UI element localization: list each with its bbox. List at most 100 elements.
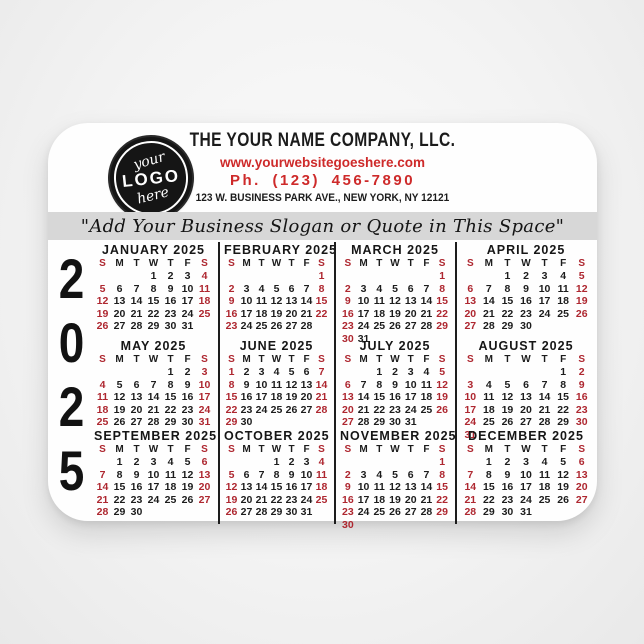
dow-label: M: [484, 444, 494, 455]
dow-label: F: [560, 258, 567, 269]
day-cell: 15: [436, 481, 448, 493]
month-title: MARCH 2025: [351, 243, 439, 257]
day-cell: 30: [130, 506, 143, 518]
month-days: 1 2 3 4 5 6 7 8 9 10 11 12 13 14 15 16 17 18 19 20 21 22 23 24 2…: [94, 270, 213, 333]
day-cell: 16: [520, 295, 532, 307]
day-cell: 11: [557, 282, 569, 295]
day-cell: 7: [150, 378, 157, 391]
day-cell: 10: [255, 378, 268, 391]
day-cell: 1: [167, 366, 174, 378]
day-cell: 10: [181, 282, 194, 295]
dow-label: T: [407, 354, 414, 365]
day-cell: 17: [255, 391, 268, 403]
day-cell: 16: [130, 481, 143, 493]
day-cell: 12: [501, 391, 514, 403]
dow-label: S: [228, 258, 235, 269]
day-cell: 6: [288, 282, 295, 295]
day-cell: 6: [344, 378, 351, 391]
day-cell: 7: [318, 366, 325, 378]
dow-label: F: [423, 354, 430, 365]
day-cell: 21: [538, 403, 551, 416]
day-cell: 23: [389, 403, 401, 416]
day-cell: 19: [96, 307, 109, 320]
street-address: 123 W. BUSINESS PARK AVE., NEW YORK, NY …: [195, 192, 450, 204]
month-days: 1 2 3 4 5 6 7 8 9 10 11 12 13 14 15 16 17 18 19 20 21 22 23 24 2…: [94, 366, 213, 429]
day-cell: 30: [520, 320, 532, 332]
dow-label: S: [228, 354, 235, 365]
dow-label: W: [148, 354, 159, 365]
day-cell: 16: [342, 493, 354, 506]
day-cell: 16: [225, 307, 238, 320]
day-cell: 14: [357, 391, 370, 403]
day-cell: 17: [464, 403, 477, 416]
day-cell: 13: [575, 468, 588, 481]
day-cell: 5: [392, 282, 398, 295]
dow-label: S: [344, 354, 352, 365]
month-march: MARCH 2025 S M T W T F S 1 2 3 4 5 6 7 8 9 10 11 12 13 14 15 16…: [334, 242, 455, 345]
day-cell: 18: [420, 391, 433, 403]
day-cell: 17: [198, 391, 211, 403]
day-cell: 14: [147, 391, 160, 403]
day-cell: 28: [357, 416, 370, 428]
day-cell: 2: [133, 456, 140, 468]
day-cell: 28: [315, 403, 328, 416]
day-cell: 22: [436, 307, 448, 320]
day-cell: 30: [501, 506, 514, 518]
dow-label: T: [504, 258, 511, 269]
day-cell: 11: [164, 468, 177, 481]
day-cell: 27: [285, 320, 298, 332]
day-cell: 22: [164, 403, 177, 416]
dow-label: S: [318, 258, 325, 269]
day-cell: 20: [198, 481, 211, 493]
day-cell: 12: [225, 481, 238, 493]
day-cell: 14: [255, 481, 268, 493]
day-cell: 1: [273, 456, 280, 468]
day-cell: 5: [184, 456, 191, 468]
day-cell: 28: [420, 320, 433, 332]
day-cell: 11: [539, 468, 551, 481]
day-cell: 12: [270, 295, 283, 307]
day-cell: 11: [96, 391, 109, 403]
day-cell: 18: [557, 295, 569, 307]
day-cell: 26: [181, 493, 194, 506]
day-cell: 10: [404, 378, 417, 391]
dow-label: S: [578, 354, 586, 365]
month-january: JANUARY 2025 S M T W T F S 1 2 3 4 5 6 7 8 9 10 11 12 13 14 15…: [90, 242, 218, 338]
day-cell: 3: [360, 282, 367, 295]
dow-label: M: [242, 258, 251, 269]
dow-label: W: [271, 444, 282, 455]
day-cell: 22: [373, 403, 386, 416]
day-cell: 13: [198, 468, 211, 481]
month-september: SEPTEMBER 2025 S M T W T F S 1 2 3 4 5 6 7 8 9 10 11 12 13 14…: [90, 428, 218, 524]
day-cell: 21: [255, 493, 268, 506]
day-cell: 3: [150, 456, 157, 468]
dow-label: F: [184, 258, 191, 269]
day-cell: 5: [116, 378, 123, 391]
day-cell: 1: [228, 366, 235, 378]
day-cell: 7: [423, 468, 430, 481]
day-cell: 7: [360, 378, 367, 391]
day-cell: 31: [198, 416, 211, 428]
day-cell: 23: [130, 493, 143, 506]
day-cell: 9: [523, 282, 529, 295]
business-header: THE YOUR NAME COMPANY, LLC. www.yourwebs…: [48, 123, 597, 204]
day-cell: 1: [504, 270, 511, 282]
day-cell: 4: [318, 456, 325, 468]
day-cell: 3: [258, 366, 265, 378]
day-cell: 26: [575, 307, 588, 320]
day-cell: 29: [557, 416, 569, 428]
dow-label: T: [167, 354, 174, 365]
day-cell: 2: [523, 270, 529, 282]
day-cell: 1: [560, 366, 567, 378]
day-cell: 17: [147, 481, 160, 493]
dow-label: S: [466, 258, 474, 269]
day-cell: 24: [538, 307, 551, 320]
dow-label: F: [560, 444, 567, 455]
day-cell: 22: [270, 493, 283, 506]
dow-label: M: [115, 258, 124, 269]
month-title: JANUARY 2025: [101, 243, 205, 257]
dow-label: T: [167, 258, 174, 269]
day-cell: 25: [164, 493, 177, 506]
